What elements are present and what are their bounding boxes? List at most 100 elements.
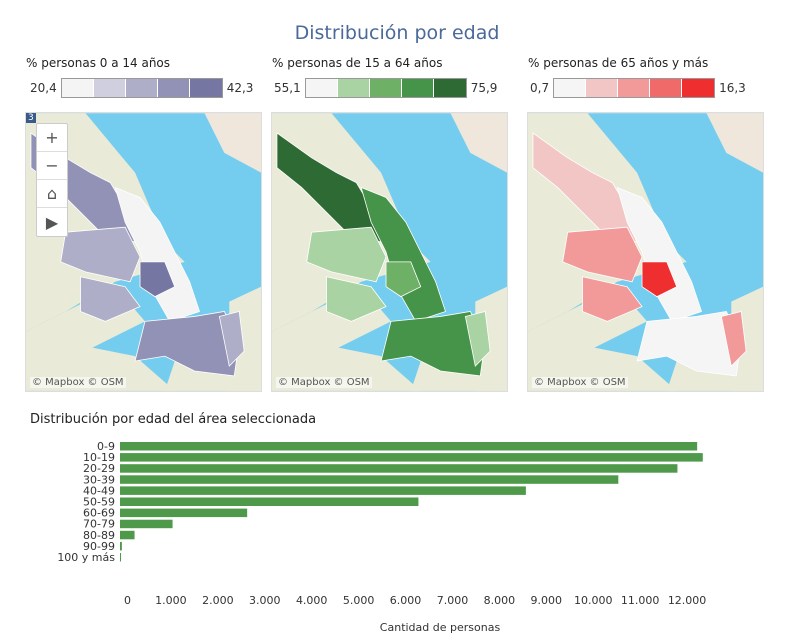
region-southeast[interactable]	[720, 311, 747, 367]
legend-swatch-4[interactable]	[682, 79, 715, 97]
region-southwest[interactable]	[326, 276, 387, 322]
map-0-14[interactable]: 3 + − ⌂ ▶ © Mapbox © OSM	[25, 112, 262, 392]
region-southwest[interactable]	[80, 276, 141, 322]
region-core[interactable]	[641, 261, 678, 298]
map-controls: + − ⌂ ▶	[36, 123, 68, 237]
map-attribution[interactable]: © Mapbox © OSM	[276, 377, 372, 388]
bar-10-19[interactable]	[120, 453, 703, 462]
legend-swatch-3[interactable]	[157, 79, 190, 97]
x-tick-label: 11.000	[621, 594, 660, 607]
region-core[interactable]	[385, 261, 422, 298]
map-canvas[interactable]	[272, 113, 507, 391]
category-label: 40-49	[83, 484, 115, 497]
legend-0-14[interactable]: 20,4 42,3	[30, 78, 253, 98]
legend-swatch-1[interactable]	[337, 79, 370, 97]
legend-swatch-2[interactable]	[369, 79, 402, 97]
category-label: 10-19	[83, 451, 115, 464]
category-label: 60-69	[83, 507, 115, 520]
region-west[interactable]	[60, 226, 141, 283]
legend-65-plus[interactable]: 0,7 16,3	[530, 78, 746, 98]
x-tick-label: 9.000	[531, 594, 563, 607]
legend-15-64[interactable]: 55,1 75,9	[274, 78, 497, 98]
bar-chart-svg: 0-910-1920-2930-3940-4950-5960-6970-7980…	[57, 440, 707, 634]
x-tick-label: 8.000	[484, 594, 516, 607]
dashboard-title: Distribución por edad	[294, 22, 500, 44]
region-west[interactable]	[562, 226, 643, 283]
x-tick-label: 3.000	[249, 594, 281, 607]
bar-80-89[interactable]	[120, 530, 135, 540]
legend-swatch-0[interactable]	[554, 79, 587, 97]
region-southeast[interactable]	[464, 311, 491, 367]
map-canvas[interactable]	[528, 113, 763, 391]
bar-40-49[interactable]	[120, 486, 526, 495]
expand-arrow-icon[interactable]: ▶	[45, 212, 59, 232]
legend-swatch-2[interactable]	[125, 79, 158, 97]
land-area[interactable]	[706, 113, 763, 173]
map-15-64[interactable]: © Mapbox © OSM	[271, 112, 508, 392]
map-canvas[interactable]	[26, 113, 261, 391]
legend-swatch-4[interactable]	[433, 79, 466, 97]
x-tick-label: 2.000	[202, 594, 234, 607]
region-southwest[interactable]	[582, 276, 643, 322]
map-badge: 3	[26, 113, 36, 123]
legend-swatch-0[interactable]	[61, 79, 94, 97]
bar-30-39[interactable]	[120, 475, 619, 484]
x-tick-label: 6.000	[390, 594, 422, 607]
legend-swatch-2[interactable]	[618, 79, 651, 97]
map-65-plus[interactable]: © Mapbox © OSM	[527, 112, 764, 392]
region-centre-east[interactable]	[616, 186, 703, 322]
legend-swatch-3[interactable]	[650, 79, 683, 97]
legend-max: 42,3	[226, 81, 254, 95]
legend-swatches[interactable]	[553, 78, 716, 98]
legend-swatches[interactable]	[304, 78, 467, 98]
region-core[interactable]	[139, 261, 176, 298]
legend-min: 0,7	[530, 81, 550, 95]
legend-swatch-4[interactable]	[189, 79, 222, 97]
region-centre-east[interactable]	[114, 186, 201, 322]
legend-title-0-14: % personas 0 a 14 años	[26, 56, 171, 70]
category-label: 70-79	[83, 518, 115, 531]
legend-min: 55,1	[274, 81, 301, 95]
category-label: 20-29	[83, 462, 115, 475]
region-south[interactable]	[380, 311, 486, 377]
region-southeast[interactable]	[218, 311, 245, 367]
bar-60-69[interactable]	[120, 508, 248, 518]
bar-chart-title: Distribución por edad del área seleccion…	[30, 412, 317, 427]
legend-swatch-3[interactable]	[401, 79, 434, 97]
category-label: 0-9	[97, 440, 115, 453]
region-centre-east[interactable]	[360, 186, 447, 322]
age-bar-chart: 0-9 10-19 20-29 30-39 40-49 50-59 60-69 70-79 80…	[0, 436, 794, 640]
x-tick-label: 0	[124, 594, 131, 607]
map-attribution[interactable]: © Mapbox © OSM	[532, 377, 628, 388]
legend-swatch-1[interactable]	[586, 79, 619, 97]
legend-swatch-1[interactable]	[93, 79, 126, 97]
legend-swatch-0[interactable]	[305, 79, 338, 97]
land-area[interactable]	[450, 113, 507, 173]
x-tick-label: 1.000	[155, 594, 187, 607]
home-icon[interactable]: ⌂	[37, 180, 67, 208]
legend-title-65-plus: % personas de 65 años y más	[528, 56, 709, 70]
category-label: 90-99	[83, 540, 115, 553]
region-south[interactable]	[134, 311, 240, 377]
x-tick-label: 12.000	[668, 594, 707, 607]
zoom-out-button[interactable]: −	[37, 152, 67, 180]
bar-0-9[interactable]	[120, 442, 698, 451]
zoom-in-button[interactable]: +	[37, 124, 67, 152]
bar-20-29[interactable]	[120, 464, 678, 473]
x-tick-label: 7.000	[437, 594, 469, 607]
x-tick-label: 10.000	[574, 594, 613, 607]
x-axis-label: Cantidad de personas	[380, 621, 501, 634]
category-label: 50-59	[83, 496, 115, 509]
land-area[interactable]	[204, 113, 261, 173]
legend-swatches[interactable]	[60, 78, 223, 98]
map-attribution[interactable]: © Mapbox © OSM	[30, 377, 126, 388]
bar-90-99[interactable]	[120, 541, 122, 551]
bar-100 y más[interactable]	[120, 553, 121, 562]
bar-50-59[interactable]	[120, 497, 419, 507]
bar-70-79[interactable]	[120, 519, 173, 529]
region-west[interactable]	[306, 226, 387, 283]
region-south[interactable]	[636, 311, 742, 377]
legend-title-15-64: % personas de 15 a 64 años	[272, 56, 443, 70]
x-tick-label: 5.000	[343, 594, 375, 607]
legend-max: 75,9	[470, 81, 498, 95]
